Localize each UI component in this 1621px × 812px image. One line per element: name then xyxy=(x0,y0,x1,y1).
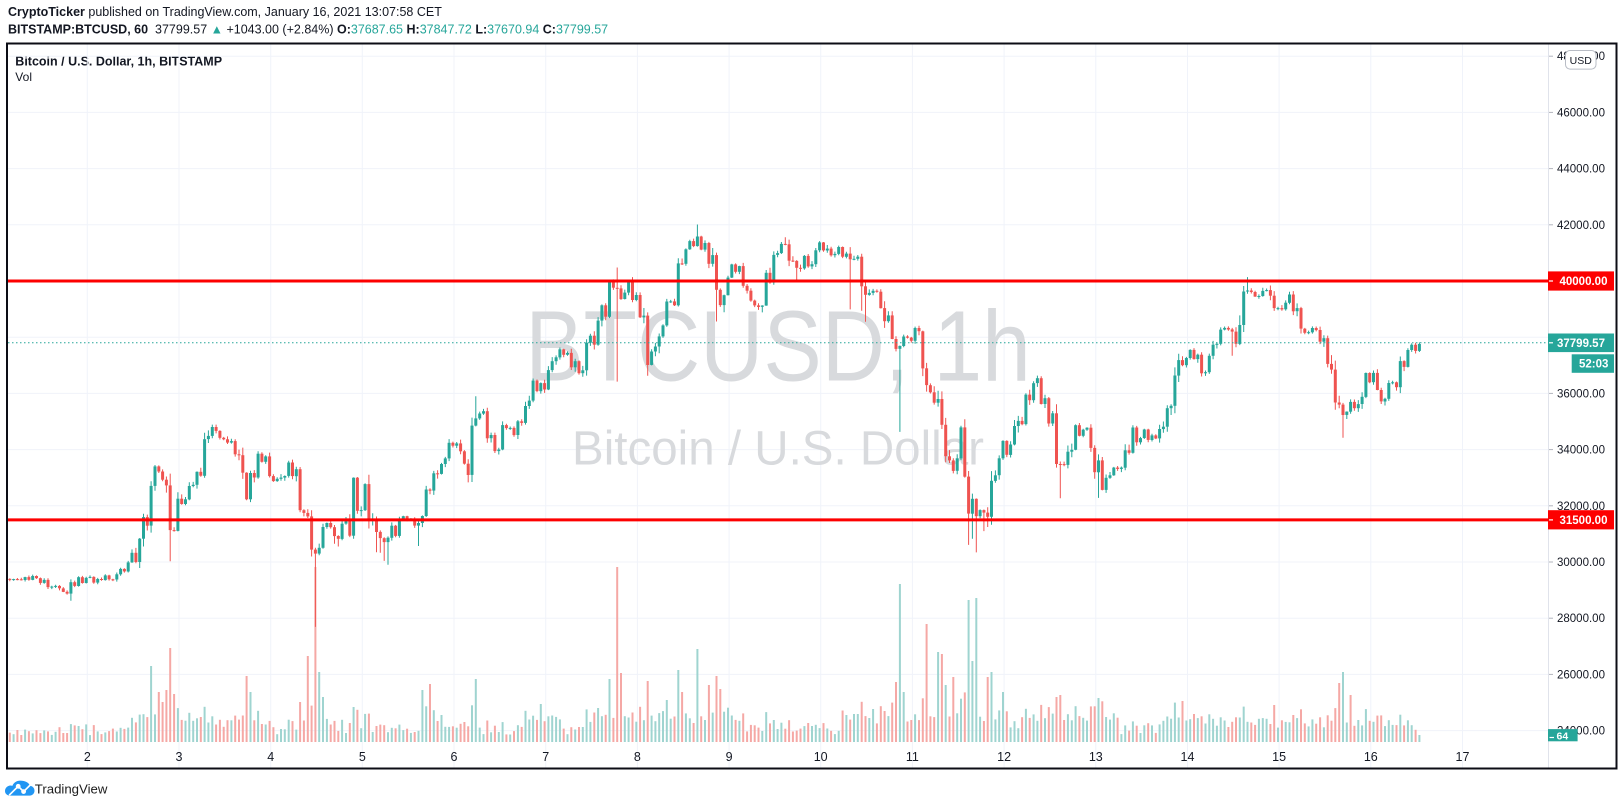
svg-text:8: 8 xyxy=(634,750,641,764)
svg-text:7: 7 xyxy=(542,750,549,764)
svg-text:6: 6 xyxy=(451,750,458,764)
svg-text:BITSTAMP:BTCUSD, 60 37799.57: BITSTAMP:BTCUSD, 60 37799.57 ▲ +1043.00 … xyxy=(8,23,608,37)
svg-text:Bitcoin / U.S. Dollar: Bitcoin / U.S. Dollar xyxy=(572,422,984,476)
svg-text:Vol: Vol xyxy=(15,70,32,84)
svg-text:TradingView: TradingView xyxy=(35,781,108,796)
svg-text:44000.00: 44000.00 xyxy=(1557,164,1605,176)
svg-text:46000.00: 46000.00 xyxy=(1557,107,1605,119)
svg-text:36000.00: 36000.00 xyxy=(1557,388,1605,400)
svg-text:34000.00: 34000.00 xyxy=(1557,445,1605,457)
svg-text:CryptoTicker published on Trad: CryptoTicker published on TradingView.co… xyxy=(8,5,442,19)
svg-text:9: 9 xyxy=(726,750,733,764)
svg-text:28000.00: 28000.00 xyxy=(1557,613,1605,625)
svg-text:30000.00: 30000.00 xyxy=(1557,557,1605,569)
svg-text:64: 64 xyxy=(1557,731,1569,743)
svg-text:14: 14 xyxy=(1181,750,1195,764)
svg-text:31500.00: 31500.00 xyxy=(1560,515,1608,527)
svg-text:52:03: 52:03 xyxy=(1579,359,1608,371)
svg-text:26000.00: 26000.00 xyxy=(1557,669,1605,681)
svg-text:10: 10 xyxy=(814,750,828,764)
svg-text:12: 12 xyxy=(997,750,1011,764)
svg-text:16: 16 xyxy=(1364,750,1378,764)
svg-text:5: 5 xyxy=(359,750,366,764)
svg-text:11: 11 xyxy=(906,750,919,764)
svg-text:40000.00: 40000.00 xyxy=(1560,276,1608,288)
svg-text:32000.00: 32000.00 xyxy=(1557,501,1605,513)
svg-text:4: 4 xyxy=(267,750,274,764)
svg-text:Bitcoin / U.S. Dollar, 1h, BIT: Bitcoin / U.S. Dollar, 1h, BITSTAMP xyxy=(15,55,222,69)
svg-text:2: 2 xyxy=(84,750,91,764)
svg-text:3: 3 xyxy=(176,750,183,764)
svg-text:15: 15 xyxy=(1272,750,1286,764)
svg-text:13: 13 xyxy=(1089,750,1103,764)
svg-text:42000.00: 42000.00 xyxy=(1557,220,1605,232)
svg-text:USD: USD xyxy=(1570,55,1593,67)
svg-text:37799.57: 37799.57 xyxy=(1557,338,1605,350)
svg-text:17: 17 xyxy=(1456,750,1470,764)
